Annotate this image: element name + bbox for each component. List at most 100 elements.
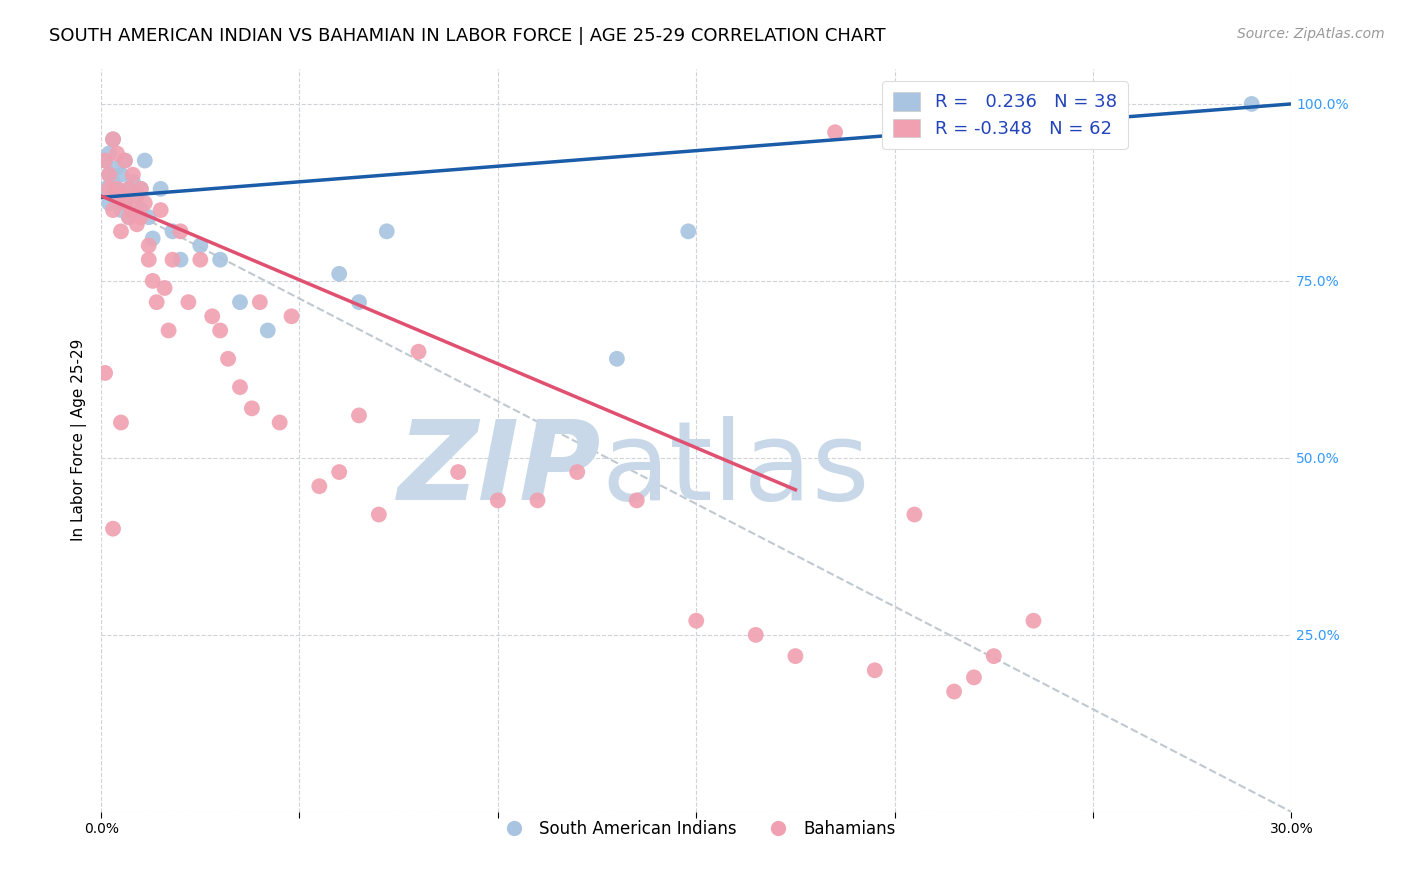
Point	[169, 224, 191, 238]
Point	[486, 493, 509, 508]
Point	[94, 366, 117, 380]
Point	[138, 210, 160, 224]
Point	[177, 295, 200, 310]
Text: atlas: atlas	[600, 417, 869, 524]
Point	[145, 295, 167, 310]
Point	[114, 153, 136, 168]
Point	[118, 210, 141, 224]
Point	[526, 493, 548, 508]
Point	[963, 670, 986, 684]
Point	[903, 508, 925, 522]
Point	[110, 224, 132, 238]
Point	[110, 189, 132, 203]
Point	[328, 465, 350, 479]
Y-axis label: In Labor Force | Age 25-29: In Labor Force | Age 25-29	[72, 339, 87, 541]
Point	[157, 323, 180, 337]
Text: ZIP: ZIP	[398, 417, 600, 524]
Point	[114, 196, 136, 211]
Point	[375, 224, 398, 238]
Point	[280, 310, 302, 324]
Point	[98, 168, 121, 182]
Point	[240, 401, 263, 416]
Point	[110, 168, 132, 182]
Point	[188, 238, 211, 252]
Point	[162, 224, 184, 238]
Point	[328, 267, 350, 281]
Point	[678, 224, 700, 238]
Point	[229, 295, 252, 310]
Point	[153, 281, 176, 295]
Point	[94, 153, 117, 168]
Point	[118, 210, 141, 224]
Point	[149, 182, 172, 196]
Point	[129, 210, 152, 224]
Point	[105, 161, 128, 175]
Point	[114, 196, 136, 211]
Point	[101, 132, 124, 146]
Point	[142, 231, 165, 245]
Text: Source: ZipAtlas.com: Source: ZipAtlas.com	[1237, 27, 1385, 41]
Point	[110, 189, 132, 203]
Point	[134, 196, 156, 211]
Point	[122, 175, 145, 189]
Point	[138, 238, 160, 252]
Point	[98, 168, 121, 182]
Point	[125, 189, 148, 203]
Point	[785, 649, 807, 664]
Point	[567, 465, 589, 479]
Point	[149, 203, 172, 218]
Point	[138, 252, 160, 267]
Point	[201, 310, 224, 324]
Point	[685, 614, 707, 628]
Point	[122, 203, 145, 218]
Point	[1022, 614, 1045, 628]
Point	[626, 493, 648, 508]
Point	[118, 182, 141, 196]
Point	[122, 168, 145, 182]
Point	[1240, 96, 1263, 111]
Text: SOUTH AMERICAN INDIAN VS BAHAMIAN IN LABOR FORCE | AGE 25-29 CORRELATION CHART: SOUTH AMERICAN INDIAN VS BAHAMIAN IN LAB…	[49, 27, 886, 45]
Point	[162, 252, 184, 267]
Point	[129, 182, 152, 196]
Point	[129, 182, 152, 196]
Point	[188, 252, 211, 267]
Point	[347, 295, 370, 310]
Point	[101, 522, 124, 536]
Point	[105, 182, 128, 196]
Point	[134, 153, 156, 168]
Point	[169, 252, 191, 267]
Point	[983, 649, 1005, 664]
Point	[110, 416, 132, 430]
Point	[105, 182, 128, 196]
Point	[209, 252, 232, 267]
Point	[105, 146, 128, 161]
Point	[129, 203, 152, 218]
Point	[94, 153, 117, 168]
Point	[125, 217, 148, 231]
Point	[101, 132, 124, 146]
Point	[101, 189, 124, 203]
Point	[745, 628, 768, 642]
Point	[269, 416, 291, 430]
Point	[110, 203, 132, 218]
Point	[217, 351, 239, 366]
Point	[922, 132, 945, 146]
Point	[367, 508, 389, 522]
Point	[308, 479, 330, 493]
Point	[118, 182, 141, 196]
Point	[347, 409, 370, 423]
Point	[101, 203, 124, 218]
Point	[943, 684, 966, 698]
Point	[824, 125, 846, 139]
Point	[98, 196, 121, 211]
Point	[606, 351, 628, 366]
Point	[863, 663, 886, 677]
Point	[94, 182, 117, 196]
Point	[142, 274, 165, 288]
Point	[447, 465, 470, 479]
Point	[408, 344, 430, 359]
Point	[125, 189, 148, 203]
Point	[249, 295, 271, 310]
Legend: South American Indians, Bahamians: South American Indians, Bahamians	[491, 814, 903, 845]
Point	[209, 323, 232, 337]
